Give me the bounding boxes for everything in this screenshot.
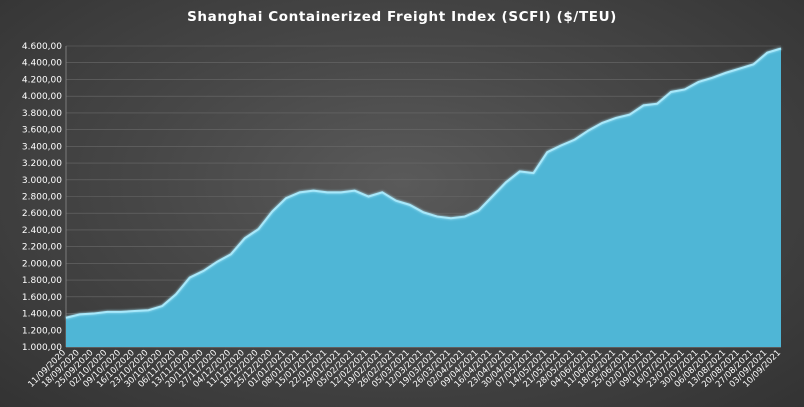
y-tick-labels: 1.000,00 1.200,00 1.400,00 1.600,00 1.800,00… <box>22 42 62 353</box>
chart-title: Shanghai Containerized Freight Index (SC… <box>187 9 617 25</box>
y-tick-label: 1.200,00 <box>22 326 62 336</box>
y-tick-label: 4.000,00 <box>22 92 62 102</box>
y-tick-label: 2.600,00 <box>22 209 62 219</box>
y-tick-label: 3.800,00 <box>22 109 62 119</box>
y-tick-label: 3.000,00 <box>22 176 62 186</box>
y-tick-label: 1.800,00 <box>22 276 62 286</box>
y-tick-label: 1.600,00 <box>22 293 62 303</box>
y-tick-label: 4.200,00 <box>22 75 62 85</box>
y-tick-label: 3.200,00 <box>22 159 62 169</box>
series-line <box>65 47 782 319</box>
x-tick-labels: 11/09/202018/09/202025/09/202002/10/2020… <box>26 348 783 390</box>
y-tick-label: 2.400,00 <box>22 226 62 236</box>
series-area <box>65 47 782 347</box>
y-tick-label: 2.000,00 <box>22 259 62 269</box>
y-tick-label: 3.400,00 <box>22 142 62 152</box>
y-tick-label: 3.600,00 <box>22 126 62 136</box>
y-tick-label: 1.400,00 <box>22 310 62 320</box>
y-tick-label: 2.800,00 <box>22 193 62 203</box>
y-tick-label: 4.400,00 <box>22 59 62 69</box>
y-tick-label: 4.600,00 <box>22 42 62 52</box>
series-area-fill <box>66 48 781 347</box>
y-tick-label: 1.000,00 <box>22 343 62 353</box>
y-tick-label: 2.200,00 <box>22 243 62 253</box>
